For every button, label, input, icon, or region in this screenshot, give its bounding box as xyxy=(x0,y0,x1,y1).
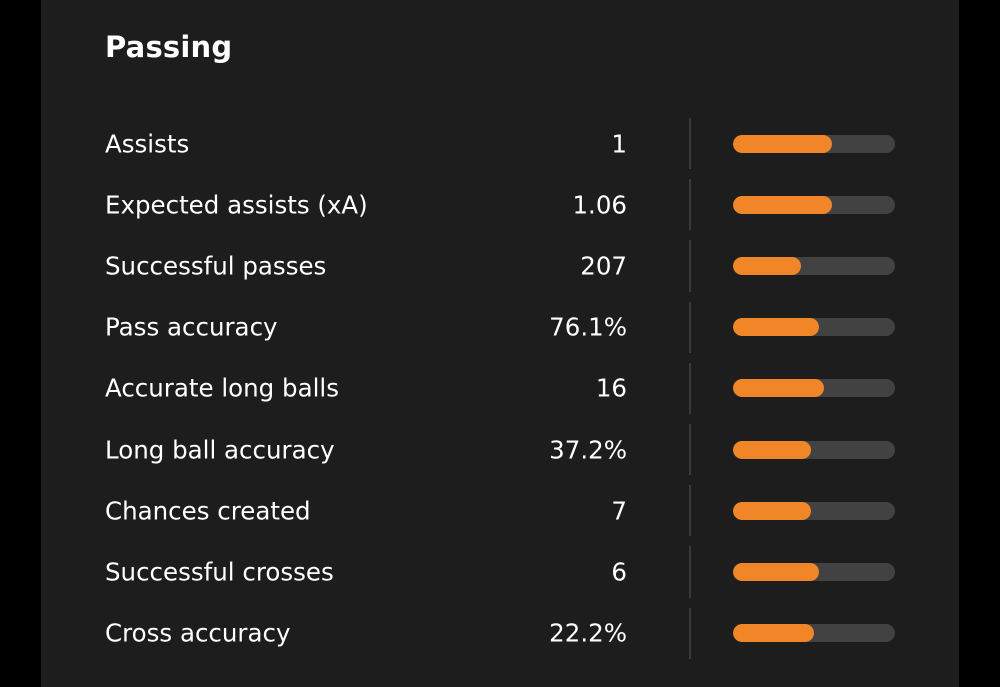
stat-row-successful-crosses: Successful crosses 6 xyxy=(41,541,959,602)
percentile-bar-fill xyxy=(733,318,819,337)
stat-value: 207 xyxy=(580,251,627,281)
percentile-bar xyxy=(733,379,895,398)
row-divider xyxy=(689,607,691,659)
stat-value: 7 xyxy=(611,496,627,526)
row-divider xyxy=(689,240,691,292)
stat-value: 22.2% xyxy=(549,618,627,648)
percentile-bar xyxy=(733,501,895,520)
stat-value: 16 xyxy=(595,373,627,403)
stat-row-successful-passes: Successful passes 207 xyxy=(41,235,959,296)
stat-value: 37.2% xyxy=(549,435,627,465)
row-divider xyxy=(689,362,691,414)
stat-row-expected-assists: Expected assists (xA) 1.06 xyxy=(41,174,959,235)
row-divider xyxy=(689,546,691,598)
percentile-bar-fill xyxy=(733,501,811,520)
percentile-bar xyxy=(733,562,895,581)
percentile-bar-fill xyxy=(733,195,832,214)
stat-label: Long ball accuracy xyxy=(105,435,335,465)
section-title: Passing xyxy=(105,30,233,64)
stat-value: 1.06 xyxy=(572,190,627,220)
stat-value: 1 xyxy=(611,129,627,159)
stat-row-pass-accuracy: Pass accuracy 76.1% xyxy=(41,297,959,358)
stat-row-cross-accuracy: Cross accuracy 22.2% xyxy=(41,603,959,664)
stat-row-assists: Assists 1 xyxy=(41,113,959,174)
stat-label: Cross accuracy xyxy=(105,618,291,648)
percentile-bar xyxy=(733,134,895,153)
row-divider xyxy=(689,301,691,353)
stat-label: Pass accuracy xyxy=(105,312,278,342)
stat-value: 6 xyxy=(611,557,627,587)
stat-row-accurate-long-balls: Accurate long balls 16 xyxy=(41,358,959,419)
stat-label: Chances created xyxy=(105,496,311,526)
row-divider xyxy=(689,423,691,476)
percentile-bar-fill xyxy=(733,440,811,459)
stat-label: Successful crosses xyxy=(105,557,334,587)
percentile-bar-fill xyxy=(733,624,814,643)
percentile-bar xyxy=(733,624,895,643)
row-divider xyxy=(689,118,691,170)
percentile-bar-fill xyxy=(733,256,802,275)
stats-list: Assists 1 Expected assists (xA) 1.06 Suc… xyxy=(41,113,959,664)
percentile-bar-fill xyxy=(733,562,819,581)
percentile-bar xyxy=(733,256,895,275)
stat-label: Successful passes xyxy=(105,251,327,281)
row-divider xyxy=(689,485,691,537)
passing-stats-card: Passing Assists 1 Expected assists (xA) … xyxy=(41,0,959,687)
percentile-bar xyxy=(733,440,895,459)
percentile-bar-fill xyxy=(733,379,824,398)
stat-row-chances-created: Chances created 7 xyxy=(41,480,959,541)
percentile-bar xyxy=(733,318,895,337)
stat-label: Accurate long balls xyxy=(105,373,339,403)
stat-row-long-ball-accuracy: Long ball accuracy 37.2% xyxy=(41,419,959,480)
stat-label: Expected assists (xA) xyxy=(105,190,368,220)
percentile-bar xyxy=(733,195,895,214)
percentile-bar-fill xyxy=(733,134,832,153)
stat-value: 76.1% xyxy=(549,312,627,342)
row-divider xyxy=(689,179,691,231)
stat-label: Assists xyxy=(105,129,190,159)
